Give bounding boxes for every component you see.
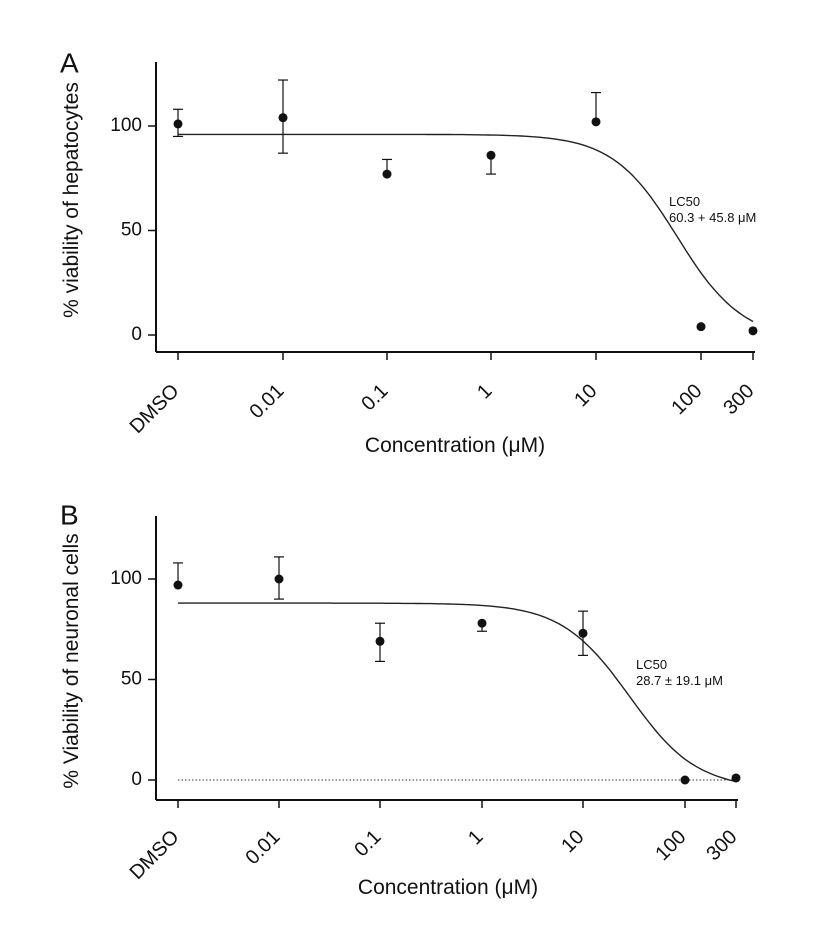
data-point [680, 775, 690, 785]
data-point [731, 773, 741, 783]
x-tick-label: 300 [702, 826, 741, 865]
data-point [578, 628, 588, 638]
data-point [696, 322, 706, 332]
lc50-annotation: 60.3 + 45.8 μM [669, 210, 756, 225]
x-tick-label: 0.1 [350, 826, 385, 861]
data-point [382, 169, 392, 179]
lc50-annotation: LC50 [636, 657, 667, 672]
x-tick-label: 0.01 [241, 826, 284, 869]
x-tick-label: 100 [651, 826, 690, 865]
panel-a: A 0 50 100 DMSO 0.01 0.1 1 10 100 300 Concentration… [60, 47, 759, 457]
x-tick-label: 1 [464, 826, 487, 849]
y-tick-label: 50 [121, 220, 142, 241]
y-axis-title: % viability of hepatocytes [60, 82, 83, 318]
x-tick-label: 300 [719, 380, 758, 419]
data-point [748, 326, 758, 336]
panel-label: A [60, 47, 79, 78]
y-tick-label: 100 [110, 115, 142, 136]
y-tick-label: 100 [110, 568, 142, 589]
x-tick-label: DMSO [126, 826, 184, 884]
fit-curve [178, 133, 754, 323]
x-tick-label: 10 [557, 826, 588, 857]
y-tick-label: 50 [121, 669, 142, 690]
x-tick-label: 100 [667, 380, 706, 419]
data-point [173, 119, 183, 129]
x-tick-label: 0.1 [357, 380, 392, 415]
y-axis-title: % Viability of neuronal cells [60, 533, 83, 788]
data-point [173, 580, 183, 590]
fit-curve [178, 602, 737, 783]
y-tick-label: 0 [131, 769, 142, 790]
data-point [278, 113, 288, 123]
data-point [486, 150, 496, 160]
x-axis-title: Concentration (μM) [358, 876, 538, 899]
data-point [477, 618, 487, 628]
panel-label: B [60, 499, 79, 530]
lc50-annotation: LC50 [669, 194, 700, 209]
x-tick-label: 10 [570, 380, 601, 411]
y-tick-label: 0 [131, 324, 142, 345]
x-tick-label: DMSO [126, 380, 184, 438]
data-point [591, 117, 601, 127]
lc50-annotation: 28.7 ± 19.1 μM [636, 673, 723, 688]
x-tick-label: 0.01 [245, 380, 288, 423]
x-tick-label: 1 [473, 380, 496, 403]
data-point [375, 636, 385, 646]
data-point [274, 574, 284, 584]
x-axis-title: Concentration (μM) [365, 434, 545, 457]
panel-b: B 0 50 100 DMSO 0.01 0.1 1 10 100 300 Concentration… [60, 499, 742, 899]
